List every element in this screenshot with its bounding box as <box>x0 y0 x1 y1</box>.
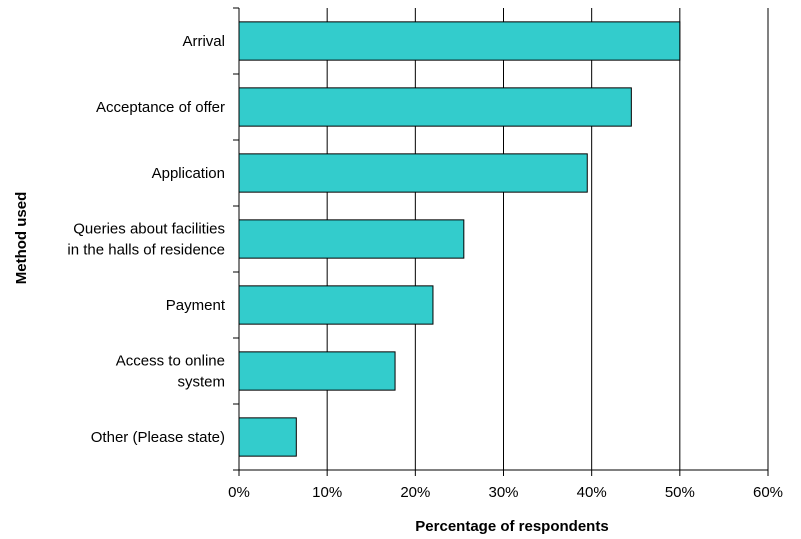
bar-5 <box>238 351 396 391</box>
bar-1 <box>238 87 632 127</box>
category-label: Other (Please state) <box>91 429 225 446</box>
x-tick-label: 10% <box>312 484 342 501</box>
bar-layer <box>238 21 681 457</box>
label-layer: 0% 10% 20% 30% 40% 50% 60% Arrival Acceptance of… <box>67 33 783 501</box>
category-label: Arrival <box>182 33 225 50</box>
axis-layer <box>238 8 768 471</box>
x-axis-title: Percentage of respondents <box>415 518 608 535</box>
y-axis-title: Method used <box>13 192 30 285</box>
bar-3 <box>238 219 465 259</box>
grid-layer <box>233 7 769 476</box>
category-label: Queries about facilities <box>73 221 225 238</box>
x-tick-label: 50% <box>665 484 695 501</box>
x-tick-label: 30% <box>488 484 518 501</box>
x-tick-label: 60% <box>753 484 783 501</box>
x-tick-label: 20% <box>400 484 430 501</box>
category-label: Payment <box>166 297 226 314</box>
bar-2 <box>238 153 588 193</box>
category-label: Acceptance of offer <box>96 99 225 116</box>
category-label: Access to online <box>116 353 225 370</box>
x-tick-label: 40% <box>577 484 607 501</box>
category-label: system <box>177 374 225 391</box>
bar-6 <box>238 417 297 457</box>
category-label: Application <box>152 165 225 182</box>
bar-0 <box>238 21 681 61</box>
category-label: in the halls of residence <box>67 242 225 259</box>
bar-4 <box>238 285 434 325</box>
x-tick-label: 0% <box>228 484 250 501</box>
